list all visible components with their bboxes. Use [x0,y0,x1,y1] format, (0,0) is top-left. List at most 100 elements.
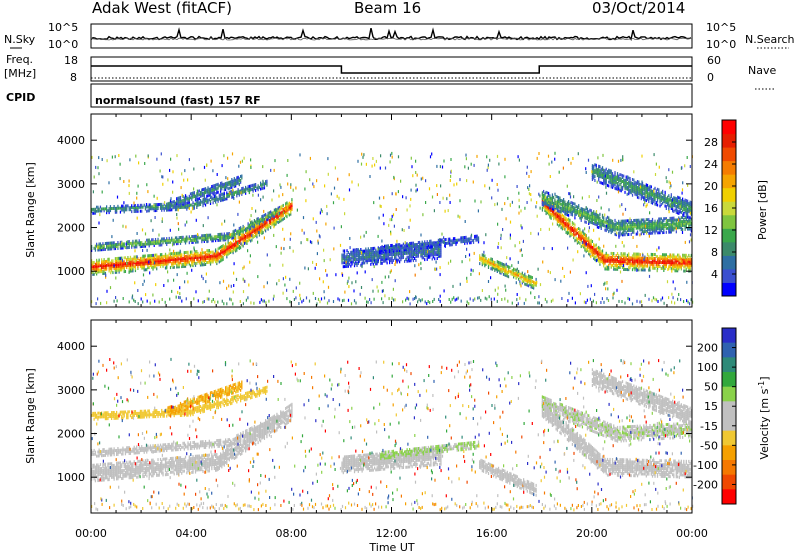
echo-cell [365,259,367,263]
echo-cell [197,193,199,197]
echo-cell [669,265,671,269]
echo-cell [429,243,431,247]
echo-cell [223,238,225,242]
echo-cell [159,259,162,263]
echo-cell [643,184,645,188]
echo-cell [600,260,602,263]
echo-cell [395,245,397,249]
echo-cell [687,265,689,269]
echo-cell [560,208,562,212]
echo-cell [429,251,431,255]
echo-cell [111,207,113,210]
echo-cell [633,264,635,268]
echo-cell [131,204,133,208]
echo-cell [690,221,692,225]
echo-cell [609,224,611,228]
echo-cell [129,261,132,265]
echo-cell [157,255,159,259]
echo-cell [227,246,229,250]
echo-cell [161,239,163,243]
echo-cell [688,261,690,265]
echo-cell [670,267,672,271]
echo-cell [121,258,123,262]
echo-cell [499,265,501,269]
echo-cell [353,264,356,268]
echo-cell [131,257,133,261]
echo-cell [603,178,605,182]
echo-cell [620,185,622,189]
echo-cell [550,202,552,206]
echo-cell [618,231,620,235]
echo-cell [496,264,498,268]
echo-cell [529,278,531,282]
echo-cell [545,206,547,210]
echo-cell [215,196,217,200]
echo-cell [245,189,247,193]
echo-cell [669,198,671,202]
echo-cell [256,227,258,231]
echo-cell [163,208,165,212]
echo-cell [235,249,237,253]
scatter-cell [282,291,284,295]
echo-cell [377,260,379,264]
echo-cell [193,191,195,195]
echo-cell [679,202,681,206]
echo-cell [446,241,448,245]
echo-cell [599,180,601,184]
echo-cell [560,226,562,230]
echo-cell [119,244,122,248]
echo-cell [267,213,269,217]
echo-cell [688,259,690,263]
echo-cell [683,204,685,207]
echo-cell [420,252,422,256]
echo-cell [598,222,600,226]
echo-cell [189,256,192,260]
echo-cell [654,221,656,225]
echo-cell [163,262,165,266]
echo-cell [664,198,666,202]
echo-cell [131,206,133,210]
echo-cell [162,241,164,245]
echo-cell [178,251,180,255]
echo-cell [616,187,619,191]
echo-cell [611,172,614,176]
echo-cell [431,257,433,261]
echo-cell [545,198,547,202]
echo-cell [605,259,607,263]
echo-cell [641,185,644,189]
echo-cell [581,244,584,248]
echo-cell [663,261,665,265]
echo-cell [114,206,117,210]
echo-cell [116,266,118,270]
cpid-panel-frame [90,83,693,108]
echo-cell [682,209,684,213]
echo-cell [108,245,110,249]
echo-cell [282,207,284,211]
echo-cell [640,258,642,262]
echo-cell [132,261,134,265]
echo-cell [169,256,172,260]
echo-cell [543,205,545,209]
echo-cell [268,219,271,222]
echo-cell [613,254,615,257]
echo-cell [372,246,374,250]
echo-cell [649,225,651,229]
echo-cell [621,174,624,178]
echo-cell [396,260,398,264]
echo-cell [613,267,615,271]
echo-cell [687,261,689,265]
echo-cell [638,192,640,196]
echo-cell [119,246,122,250]
echo-cell [685,221,687,225]
echo-cell [595,213,597,217]
echo-cell [638,182,640,186]
echo-cell [258,233,261,237]
echo-cell [675,257,677,261]
echo-cell [223,188,225,192]
echo-cell [673,226,675,230]
echo-cell [395,243,397,247]
echo-cell [194,261,197,265]
echo-cell [242,238,244,242]
echo-cell [581,236,584,240]
